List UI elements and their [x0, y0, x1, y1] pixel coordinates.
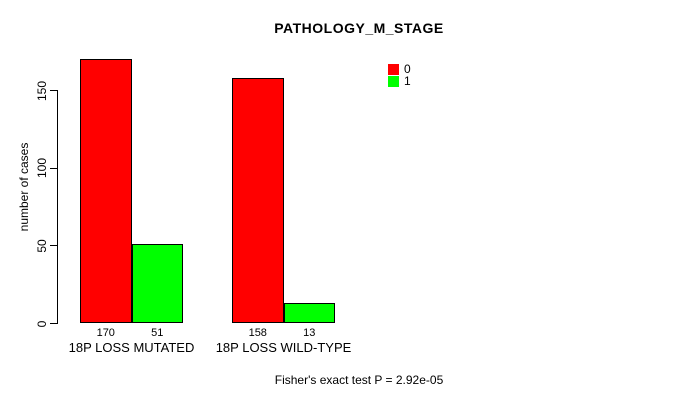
legend-label: 1	[404, 74, 411, 88]
bar-value-label: 51	[151, 327, 164, 339]
legend-swatch	[388, 64, 399, 75]
y-tick-label: 100	[35, 158, 49, 179]
x-category-label: 18P LOSS WILD-TYPE	[215, 340, 352, 355]
bar-value-label: 158	[248, 327, 267, 339]
bar	[232, 77, 284, 323]
bar-value-label: 13	[303, 327, 316, 339]
y-axis-label: number of cases	[17, 142, 31, 232]
y-tick-label: 50	[35, 239, 49, 253]
footnote: Fisher's exact test P = 2.92e-05	[274, 373, 444, 387]
bar	[80, 58, 132, 323]
legend-item: 0	[388, 62, 411, 76]
chart-title: PATHOLOGY_M_STAGE	[274, 20, 444, 36]
y-axis-tick	[50, 323, 58, 324]
y-axis-line	[57, 90, 58, 324]
x-category-label: 18P LOSS MUTATED	[68, 340, 195, 355]
bar	[131, 243, 183, 323]
y-tick-label: 0	[35, 320, 49, 327]
y-tick-label: 150	[35, 80, 49, 101]
legend-label: 0	[404, 62, 411, 76]
y-axis-tick	[50, 90, 58, 91]
y-axis-tick	[50, 167, 58, 169]
bar-value-label: 170	[96, 327, 115, 339]
bar	[283, 302, 335, 323]
legend-swatch	[388, 76, 399, 87]
y-axis-tick	[50, 245, 58, 247]
legend-item: 1	[388, 74, 411, 88]
